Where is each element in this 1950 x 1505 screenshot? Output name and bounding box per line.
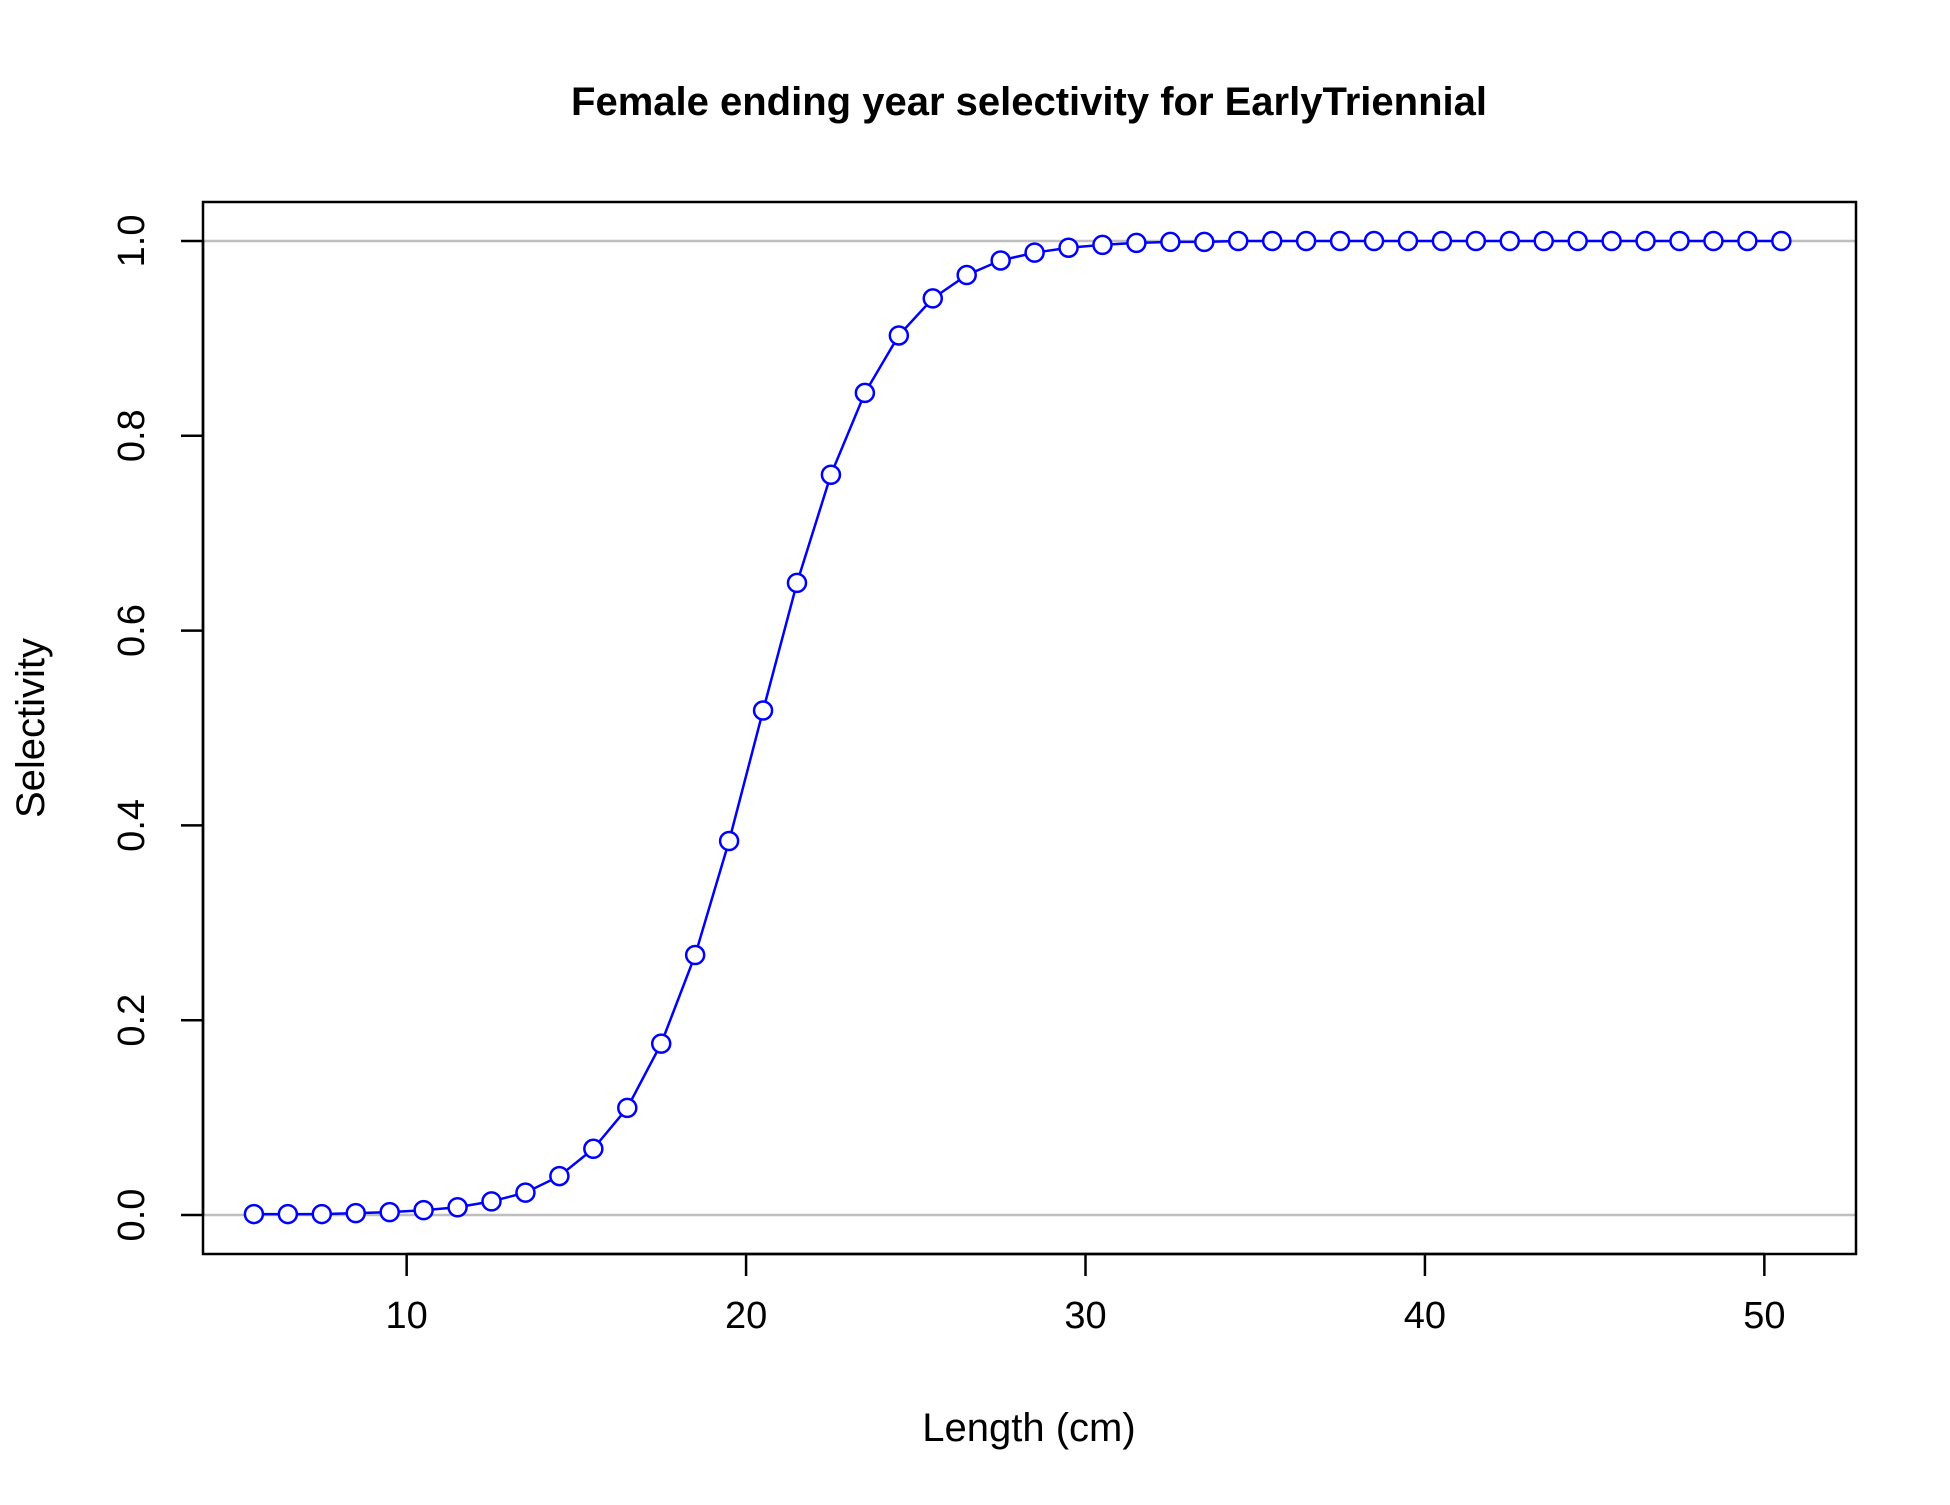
x-tick-label-1: 20: [725, 1295, 767, 1337]
data-point: [379, 1201, 400, 1223]
x-tick-label-2: 30: [1064, 1295, 1106, 1337]
data-point: [481, 1191, 502, 1212]
x-axis: 10 20 30 40 50: [386, 1252, 1785, 1337]
data-point: [786, 572, 808, 594]
data-point: [1499, 230, 1521, 252]
data-point: [1363, 230, 1385, 252]
x-axis-label: Length (cm): [922, 1406, 1135, 1450]
data-point: [1669, 230, 1690, 252]
x-tick-label-0: 10: [386, 1295, 428, 1337]
data-point: [447, 1196, 468, 1218]
data-point: [956, 264, 977, 286]
y-tick-label-3: 0.6: [111, 604, 153, 657]
data-point: [1703, 230, 1724, 252]
data-point: [1737, 230, 1758, 252]
data-point: [1533, 230, 1554, 252]
y-axis: 0.0 0.2 0.4 0.6 0.8 1.0: [111, 215, 205, 1242]
data-point: [617, 1097, 638, 1119]
data-point: [1160, 231, 1181, 253]
data-point: [413, 1199, 434, 1221]
data-point: [1126, 232, 1147, 254]
y-tick-label-5: 1.0: [111, 215, 153, 268]
data-point: [650, 1033, 672, 1054]
data-point: [549, 1165, 570, 1187]
y-tick-label-2: 0.4: [111, 799, 153, 852]
data-point: [752, 700, 774, 721]
data-point: [1567, 230, 1588, 252]
series-line-0: [253, 239, 1782, 1216]
data-point: [888, 325, 910, 346]
data-point: [1601, 230, 1622, 252]
x-tick-label-3: 40: [1404, 1295, 1446, 1337]
y-axis-label: Selectivity: [9, 638, 53, 818]
y-tick-label-1: 0.2: [111, 994, 153, 1047]
data-point: [311, 1203, 333, 1225]
data-point: [243, 1203, 265, 1225]
data-point: [1329, 230, 1351, 252]
y-tick-label-0: 0.0: [111, 1189, 153, 1242]
data-point: [345, 1202, 366, 1224]
data-point: [1092, 234, 1113, 256]
chart-title: Female ending year selectivity for Early…: [571, 80, 1487, 124]
data-point: [1431, 230, 1453, 252]
data-point: [684, 944, 706, 966]
data-point: [1227, 230, 1249, 252]
data-point: [1261, 230, 1283, 252]
x-tick-label-4: 50: [1743, 1295, 1785, 1337]
data-point: [1194, 231, 1215, 253]
y-tick-label-4: 0.8: [111, 409, 153, 462]
data-point: [515, 1182, 536, 1203]
data-point: [1295, 230, 1317, 252]
data-point: [1058, 237, 1079, 259]
data-point: [583, 1138, 604, 1160]
data-point: [1397, 230, 1419, 252]
data-point: [718, 830, 740, 852]
reference-lines: [203, 239, 1856, 1217]
data-point: [1771, 230, 1792, 252]
series-layer: [243, 230, 1792, 1225]
data-point: [922, 288, 944, 309]
data-point: [820, 464, 842, 485]
data-point: [1024, 242, 1045, 263]
data-point: [277, 1203, 299, 1225]
plot-frame: [201, 200, 1858, 1256]
data-point: [854, 382, 876, 404]
data-point: [1465, 230, 1487, 252]
data-point: [990, 250, 1011, 271]
data-point: [1635, 230, 1656, 252]
